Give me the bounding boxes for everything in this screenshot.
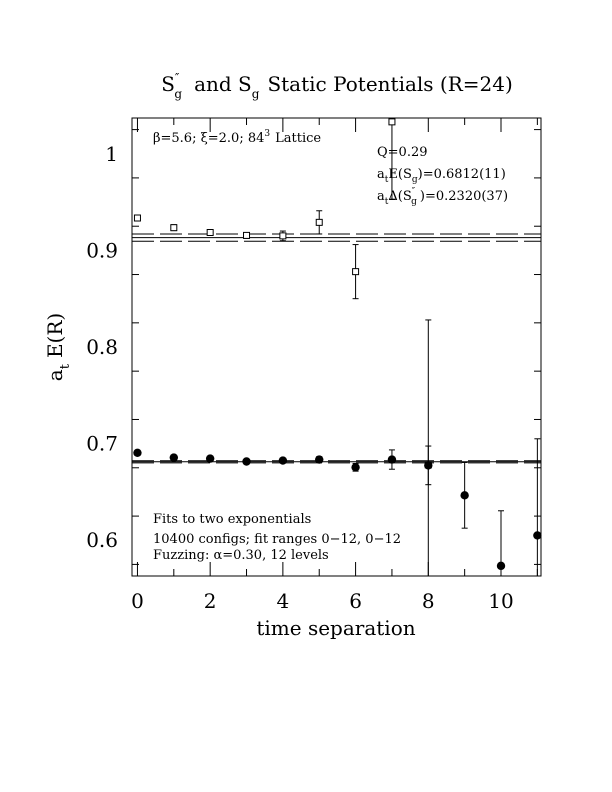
- x-axis-label: time separation: [256, 616, 415, 640]
- data-point-square: [243, 231, 251, 239]
- x-tick-label: 0: [131, 589, 144, 613]
- data-point-circle: [424, 461, 433, 470]
- data-point-square: [133, 214, 141, 222]
- plot-frame: [131, 117, 542, 577]
- data-point-circle: [169, 453, 179, 462]
- data-point-square: [388, 118, 396, 126]
- data-point-circle: [351, 463, 360, 472]
- y-tick-labels: 0.6 0.7 0.8 0.9 1: [86, 142, 118, 552]
- chart-title: S″ g and Sg Static Potentials (R=24): [161, 71, 513, 101]
- fit-lines: [132, 233, 541, 464]
- data-point-circle: [533, 531, 542, 540]
- x-tick-label: 6: [349, 589, 362, 613]
- x-tick-label: 4: [277, 589, 290, 613]
- note-configs: 10400 configs; fit ranges 0−12, 0−12: [153, 532, 401, 547]
- y-tick-label: 0.8: [86, 335, 118, 359]
- data-point-square: [279, 232, 287, 240]
- data-point-square: [352, 268, 360, 276]
- data-point-circle: [278, 456, 288, 465]
- data-point-square: [170, 224, 178, 232]
- data-point-square: [206, 229, 214, 236]
- x-tick-label: 10: [488, 589, 513, 613]
- note-fits: Fits to two exponentials: [153, 512, 311, 527]
- data-point-circle: [315, 455, 324, 464]
- x-tick-labels: 0 2 4 6 8 10: [131, 589, 514, 613]
- axis-ticks: [132, 118, 541, 576]
- y-axis-label: atE(R): [43, 313, 73, 381]
- x-tick-label: 2: [204, 589, 217, 613]
- data-point-circle: [242, 457, 251, 466]
- data-point-circle: [387, 455, 397, 464]
- fit-quality: Q=0.29: [377, 145, 428, 160]
- fit-gap: atΔ(S″ g)=0.2320(37): [377, 187, 508, 207]
- data-point-circle: [460, 491, 469, 500]
- data-point-square: [315, 218, 323, 226]
- y-tick-label: 0.7: [86, 432, 118, 456]
- data-series: [133, 118, 542, 576]
- note-fuzzing: Fuzzing: α=0.30, 12 levels: [153, 548, 329, 563]
- y-tick-label: 0.6: [86, 528, 118, 552]
- data-point-circle: [496, 561, 506, 571]
- y-tick-label: 0.9: [86, 238, 118, 262]
- y-tick-label: 1: [105, 142, 118, 166]
- x-tick-label: 8: [422, 589, 435, 613]
- data-point-circle: [205, 454, 215, 463]
- data-point-circle: [133, 448, 142, 458]
- lattice-label: β=5.6; ξ=2.0; 843 Lattice: [153, 129, 321, 146]
- fit-energy: atE(Sg)=0.6812(11): [377, 167, 506, 185]
